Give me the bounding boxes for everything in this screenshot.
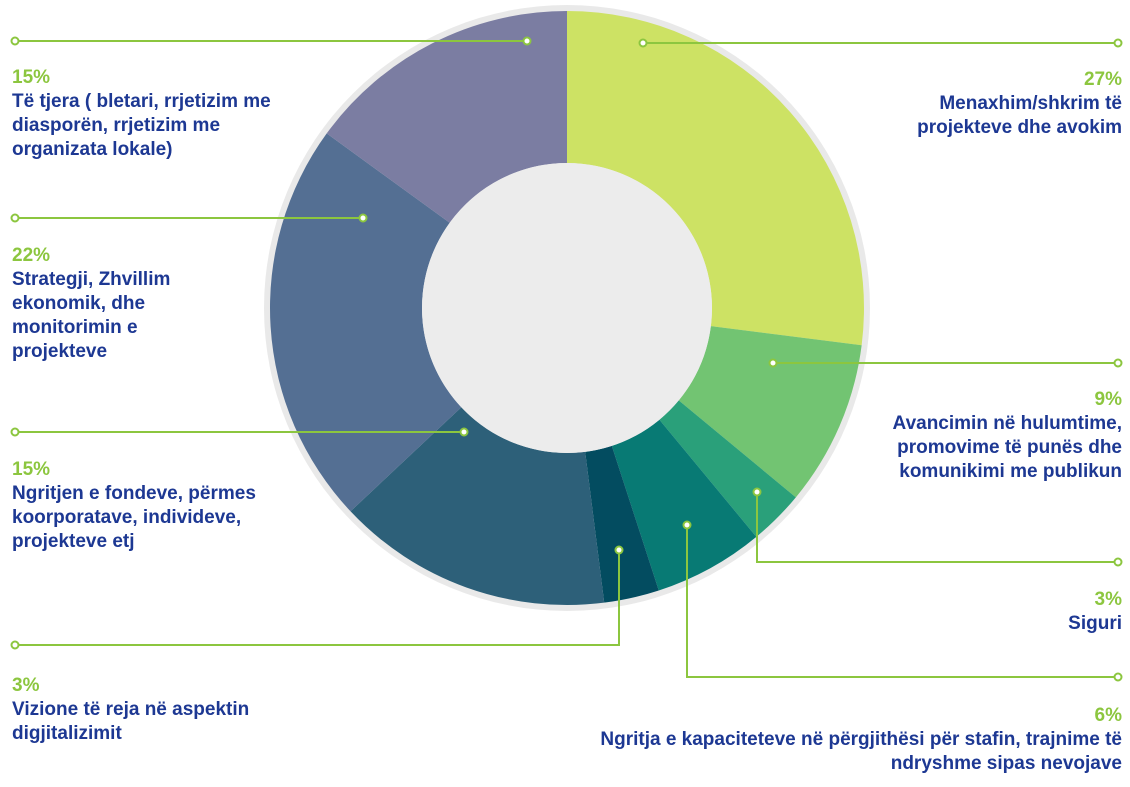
leader-line (15, 550, 620, 646)
leader-dot (614, 545, 624, 555)
donut-slice (585, 445, 659, 603)
leader-dot (10, 213, 20, 223)
leader-dot (1113, 557, 1123, 567)
percent-label: 3% (12, 675, 40, 696)
category-label: Vizione të reja në aspektin digjitalizim… (12, 699, 250, 744)
leader-line (686, 525, 1118, 678)
category-label: Ngritjen e fondeve, përmes koorporatave,… (12, 483, 256, 552)
donut-slice (678, 326, 862, 498)
leader-dot (10, 427, 20, 437)
donut-slice (659, 400, 796, 537)
leader-dot (752, 487, 762, 497)
donut-slice (611, 419, 757, 591)
slice-label: 22% Strategji, Zhvillim ekonomik, dhe mon… (12, 244, 212, 364)
leader-dot (459, 427, 469, 437)
leader-dot (10, 640, 20, 650)
donut-slice (326, 11, 567, 223)
leader-dot (638, 38, 648, 48)
category-label: Siguri (1068, 613, 1122, 634)
percent-label: 15% (12, 459, 51, 480)
percent-label: 3% (1094, 589, 1122, 610)
category-label: Avancimin në hulumtime, promovime të pun… (892, 413, 1122, 482)
leader-dot (682, 520, 692, 530)
category-label: Strategji, Zhvillim ekonomik, dhe monito… (12, 269, 171, 362)
leader-dot (10, 36, 20, 46)
slice-label: 27% Menaxhim/shkrim të projekteve dhe avo… (862, 68, 1122, 140)
leader-dot (1113, 358, 1123, 368)
leader-dot (358, 213, 368, 223)
category-label: Të tjera ( bletari, rrjetizim me diaspor… (12, 91, 271, 160)
leader-line (756, 492, 1118, 563)
category-label: Ngritja e kapaciteteve në përgjithësi pë… (600, 729, 1122, 774)
donut-slice (567, 11, 864, 346)
leader-dot (522, 36, 532, 46)
slice-label: 15% Ngritjen e fondeve, përmes koorporata… (12, 458, 262, 554)
donut-slice (270, 133, 462, 512)
donut-hole (422, 163, 712, 453)
slice-label: 3% Vizione të reja në aspektin digjitaliz… (12, 674, 322, 746)
slice-label: 15% Të tjera ( bletari, rrjetizim me dias… (12, 66, 272, 162)
leader-dot (768, 358, 778, 368)
slice-label: 3% Siguri (922, 588, 1122, 636)
leader-dot (1113, 38, 1123, 48)
percent-label: 6% (1094, 705, 1122, 726)
percent-label: 22% (12, 245, 51, 266)
donut-slice (350, 407, 605, 605)
category-label: Menaxhim/shkrim të projekteve dhe avokim (917, 93, 1122, 138)
slice-label: 9% Avancimin në hulumtime, promovime të p… (822, 388, 1122, 484)
percent-label: 9% (1094, 389, 1122, 410)
percent-label: 15% (12, 67, 51, 88)
leader-dot (1113, 672, 1123, 682)
percent-label: 27% (1083, 69, 1122, 90)
slice-label: 6% Ngritja e kapaciteteve në përgjithësi … (562, 704, 1122, 776)
